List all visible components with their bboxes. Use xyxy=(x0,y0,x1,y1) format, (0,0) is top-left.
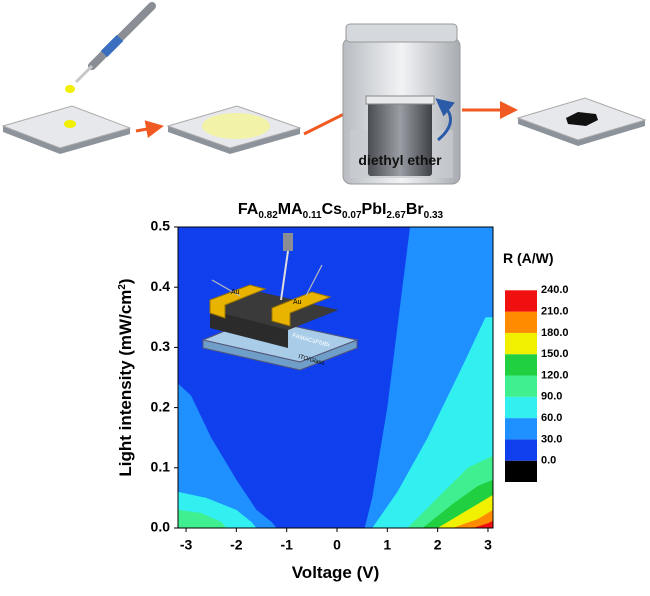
contour-region xyxy=(178,509,227,528)
inner-vial xyxy=(368,102,432,176)
schematic: diethyl ether xyxy=(1,2,647,185)
chart-title-part: 0.07 xyxy=(342,210,362,221)
chart-title-part: FA xyxy=(238,201,259,218)
solvent-label: diethyl ether xyxy=(358,152,442,168)
chart-title-part: PbI xyxy=(362,201,387,218)
colorbar-label: 90.0 xyxy=(541,391,562,403)
contour-region xyxy=(452,509,493,528)
colorbar-swatch xyxy=(505,396,537,419)
ito-side xyxy=(202,339,358,371)
x-tick-label: 1 xyxy=(383,537,391,553)
colorbar-label: 120.0 xyxy=(541,369,569,381)
colorbar-swatch xyxy=(505,460,537,482)
y-tick-label: 0.5 xyxy=(151,218,171,234)
colorbar-label: 0.0 xyxy=(541,455,556,467)
colorbar-label: 180.0 xyxy=(541,327,569,339)
chart-title-part: MA xyxy=(278,201,303,218)
y-axis-label-part: ) xyxy=(116,278,135,284)
substrate-side xyxy=(168,126,300,154)
x-tick-label: 0 xyxy=(333,537,341,553)
holder xyxy=(365,95,435,105)
chart-title-part: 0.33 xyxy=(424,210,444,221)
x-tick-label: -2 xyxy=(230,537,243,553)
colorbar-swatch xyxy=(505,418,537,440)
y-tick-label: 0.0 xyxy=(151,519,171,535)
electrode xyxy=(271,291,332,327)
contour-region xyxy=(178,383,277,528)
drop xyxy=(64,120,76,128)
arrow xyxy=(135,120,164,139)
electrode-label: Au xyxy=(231,289,240,296)
chart-title-part: 0.11 xyxy=(303,210,322,221)
contour-region xyxy=(472,520,493,528)
chart-title-part: 2.67 xyxy=(386,210,406,221)
probe xyxy=(305,264,323,297)
x-tick-label: 3 xyxy=(484,537,492,553)
plot-frame xyxy=(177,226,494,529)
substrate-side xyxy=(3,126,130,154)
colorbar-label: 30.0 xyxy=(541,433,562,445)
chart-title-part: Br xyxy=(406,201,424,218)
colorbar-swatch xyxy=(505,439,537,461)
x-tick-label: -3 xyxy=(180,537,193,553)
y-axis-label: Light intensity (mW/cm2) xyxy=(116,278,135,476)
droplet xyxy=(65,85,75,93)
chart-title-part: Cs xyxy=(322,201,343,218)
colorbar-label: 210.0 xyxy=(541,306,569,318)
colorbar-swatch xyxy=(505,290,537,312)
x-axis-label: Voltage (V) xyxy=(292,563,380,582)
y-axis-label-part: 2 xyxy=(117,284,128,290)
y-tick-label: 0.3 xyxy=(151,338,171,354)
colorbar-label: 60.0 xyxy=(541,412,562,424)
colorbar-swatch xyxy=(505,375,537,397)
electrode xyxy=(209,284,267,319)
y-axis-label-part: Light intensity (mW/cm xyxy=(116,290,135,477)
colorbar-label: 240.0 xyxy=(541,284,569,296)
film xyxy=(202,113,270,139)
x-tick-label: -1 xyxy=(280,537,293,553)
colorbar-title: R (A/W) xyxy=(503,250,554,266)
crystal xyxy=(566,112,598,126)
chart-title: FA0.82MA0.11Cs0.07PbI2.67Br0.33 xyxy=(238,201,444,221)
colorbar-swatch xyxy=(505,311,537,333)
y-tick-label: 0.4 xyxy=(151,278,171,294)
electrode-label: Au xyxy=(293,299,302,306)
y-tick-label: 0.1 xyxy=(151,459,171,475)
flow-arrow xyxy=(435,98,455,142)
pipette xyxy=(88,2,156,70)
colorbar-swatch xyxy=(505,332,537,355)
laser-beam xyxy=(280,250,289,301)
chart-title-part: 0.82 xyxy=(258,210,278,221)
jar-lid xyxy=(345,23,458,43)
laser-head xyxy=(283,233,293,251)
colorbar-label: 150.0 xyxy=(541,348,569,360)
pipette-band xyxy=(100,34,124,58)
colorbar-swatch xyxy=(505,354,537,376)
x-tick-label: 2 xyxy=(434,537,442,553)
substrate-side xyxy=(518,118,645,146)
y-tick-label: 0.2 xyxy=(151,398,171,414)
pipette-tip xyxy=(74,64,94,84)
probe xyxy=(211,279,241,297)
